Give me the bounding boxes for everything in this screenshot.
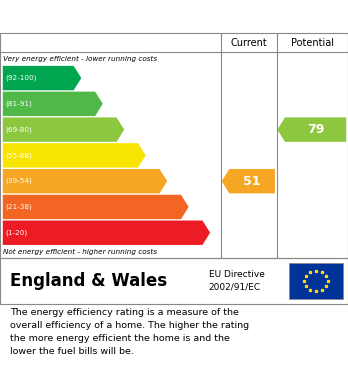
Text: C: C [125,123,134,136]
Text: England & Wales: England & Wales [10,272,168,290]
Text: 79: 79 [307,123,324,136]
Text: Energy Efficiency Rating: Energy Efficiency Rating [63,9,285,24]
Text: (69-80): (69-80) [6,126,32,133]
Text: (81-91): (81-91) [6,100,32,107]
Text: D: D [147,149,157,162]
Polygon shape [3,221,210,245]
Polygon shape [3,117,124,142]
Text: (92-100): (92-100) [6,75,37,81]
Text: EU Directive
2002/91/EC: EU Directive 2002/91/EC [209,270,265,292]
Text: (21-38): (21-38) [6,204,32,210]
Text: F: F [189,201,198,213]
Text: (55-68): (55-68) [6,152,32,159]
Text: (39-54): (39-54) [6,178,32,185]
Polygon shape [3,91,103,116]
Polygon shape [222,169,275,194]
Text: Very energy efficient - lower running costs: Very energy efficient - lower running co… [3,56,157,62]
Polygon shape [3,66,81,90]
Text: 51: 51 [243,175,261,188]
Polygon shape [3,169,167,194]
Bar [289,263,343,300]
Text: (1-20): (1-20) [6,230,28,236]
Text: E: E [168,175,176,188]
Polygon shape [3,195,189,219]
Text: Not energy efficient - higher running costs: Not energy efficient - higher running co… [3,249,157,255]
Text: Potential: Potential [291,38,334,48]
Text: B: B [103,97,113,110]
Polygon shape [3,143,146,168]
Polygon shape [277,117,346,142]
Text: A: A [82,72,92,84]
Text: G: G [211,226,221,239]
Text: Current: Current [230,38,267,48]
Text: The energy efficiency rating is a measure of the
overall efficiency of a home. T: The energy efficiency rating is a measur… [10,308,250,356]
